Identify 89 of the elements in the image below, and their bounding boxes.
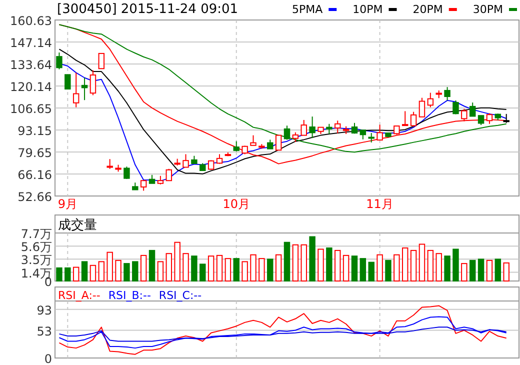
y-tick-label: 147.14: [10, 36, 52, 50]
candlestick: [64, 74, 71, 90]
candlestick: [72, 72, 80, 108]
bar: [191, 256, 198, 282]
candlestick: [140, 180, 147, 192]
x-tick-label: 11月: [366, 197, 394, 211]
x-tick-label: 9月: [58, 197, 78, 211]
candlestick: [216, 154, 223, 164]
bar: [494, 258, 502, 282]
bar: [81, 261, 88, 282]
y-tick-label: 7.7万: [20, 227, 52, 241]
candlestick: [292, 132, 299, 142]
line-series: [58, 48, 507, 174]
legend-label: 10PM: [352, 3, 383, 16]
y-tick-label: 160.63: [10, 14, 52, 28]
candlestick: [284, 125, 290, 140]
candlestick: [376, 124, 383, 141]
candlestick: [267, 139, 274, 150]
bar: [148, 250, 156, 282]
candlestick: [124, 166, 130, 180]
candlestick: [402, 110, 408, 126]
y-tick-label: 106.65: [10, 102, 52, 116]
bar: [368, 262, 374, 282]
candlestick: [81, 77, 88, 101]
candlestick: [486, 112, 493, 124]
bar: [267, 258, 274, 282]
candlestick: [360, 130, 366, 140]
candlestick: [182, 154, 189, 168]
bar: [200, 264, 206, 282]
candlestick: [250, 134, 256, 146]
candlestick: [469, 102, 476, 117]
y-tick-label: 93.15: [18, 124, 52, 138]
text: RSI_A:--: [58, 289, 100, 302]
bar: [452, 248, 459, 282]
bar: [326, 247, 332, 282]
candlestick: [326, 123, 332, 134]
text: RSI_B:--: [108, 289, 151, 302]
line-series: [58, 316, 507, 349]
candlestick: [461, 108, 468, 122]
y-tick-label: 133.64: [10, 58, 52, 72]
bar: [360, 258, 366, 282]
bar: [478, 258, 484, 282]
y-tick-label: 52.66: [18, 190, 52, 204]
y-tick-label: 3.5万: [20, 253, 52, 268]
bar: [132, 261, 138, 282]
y-tick-label: 66.16: [18, 168, 52, 182]
bar: [469, 260, 476, 282]
candlestick: [90, 70, 96, 96]
chart-title: [300450] 2015-11-24 09:01: [57, 2, 238, 17]
candlestick: [444, 86, 450, 101]
candlestick: [368, 132, 374, 143]
bar: [124, 263, 130, 282]
bar: [284, 242, 290, 282]
bar: [64, 267, 71, 282]
y-tick-label: 0: [44, 352, 52, 365]
line-series: [58, 305, 507, 355]
candlestick: [166, 168, 172, 182]
y-tick-label: 5.6万: [20, 240, 52, 254]
line-series: [58, 326, 507, 342]
candlestick: [56, 52, 62, 70]
legend-label: 20PM: [412, 3, 443, 16]
bar: [233, 258, 240, 282]
y-tick-label: 53: [36, 324, 52, 338]
candlestick: [106, 158, 113, 170]
candlestick: [478, 115, 484, 126]
y-tick-label: 79.65: [18, 146, 52, 160]
candlestick: [427, 92, 434, 108]
legend-label: 30PM: [472, 3, 503, 16]
candlestick: [300, 119, 307, 136]
candlestick: [275, 134, 282, 151]
y-tick-label: 120.14: [10, 80, 52, 94]
candlestick: [410, 111, 417, 128]
candlestick: [98, 52, 105, 70]
bar: [309, 236, 316, 282]
chart-title: 成交量: [58, 217, 97, 233]
x-tick-label: 10月: [222, 197, 250, 211]
candlestick: [309, 116, 316, 139]
y-tick-label: 93: [36, 303, 52, 318]
legend-label: 5PMA: [292, 3, 324, 16]
bar: [385, 260, 392, 282]
candlestick: [418, 97, 426, 118]
candlestick: [233, 140, 240, 152]
text: RSI_C:--: [158, 289, 202, 302]
bar: [56, 267, 62, 282]
bar: [444, 256, 450, 282]
candlestick: [452, 100, 459, 115]
bar: [351, 256, 358, 282]
candlestick: [334, 120, 341, 134]
candlestick: [208, 160, 214, 170]
